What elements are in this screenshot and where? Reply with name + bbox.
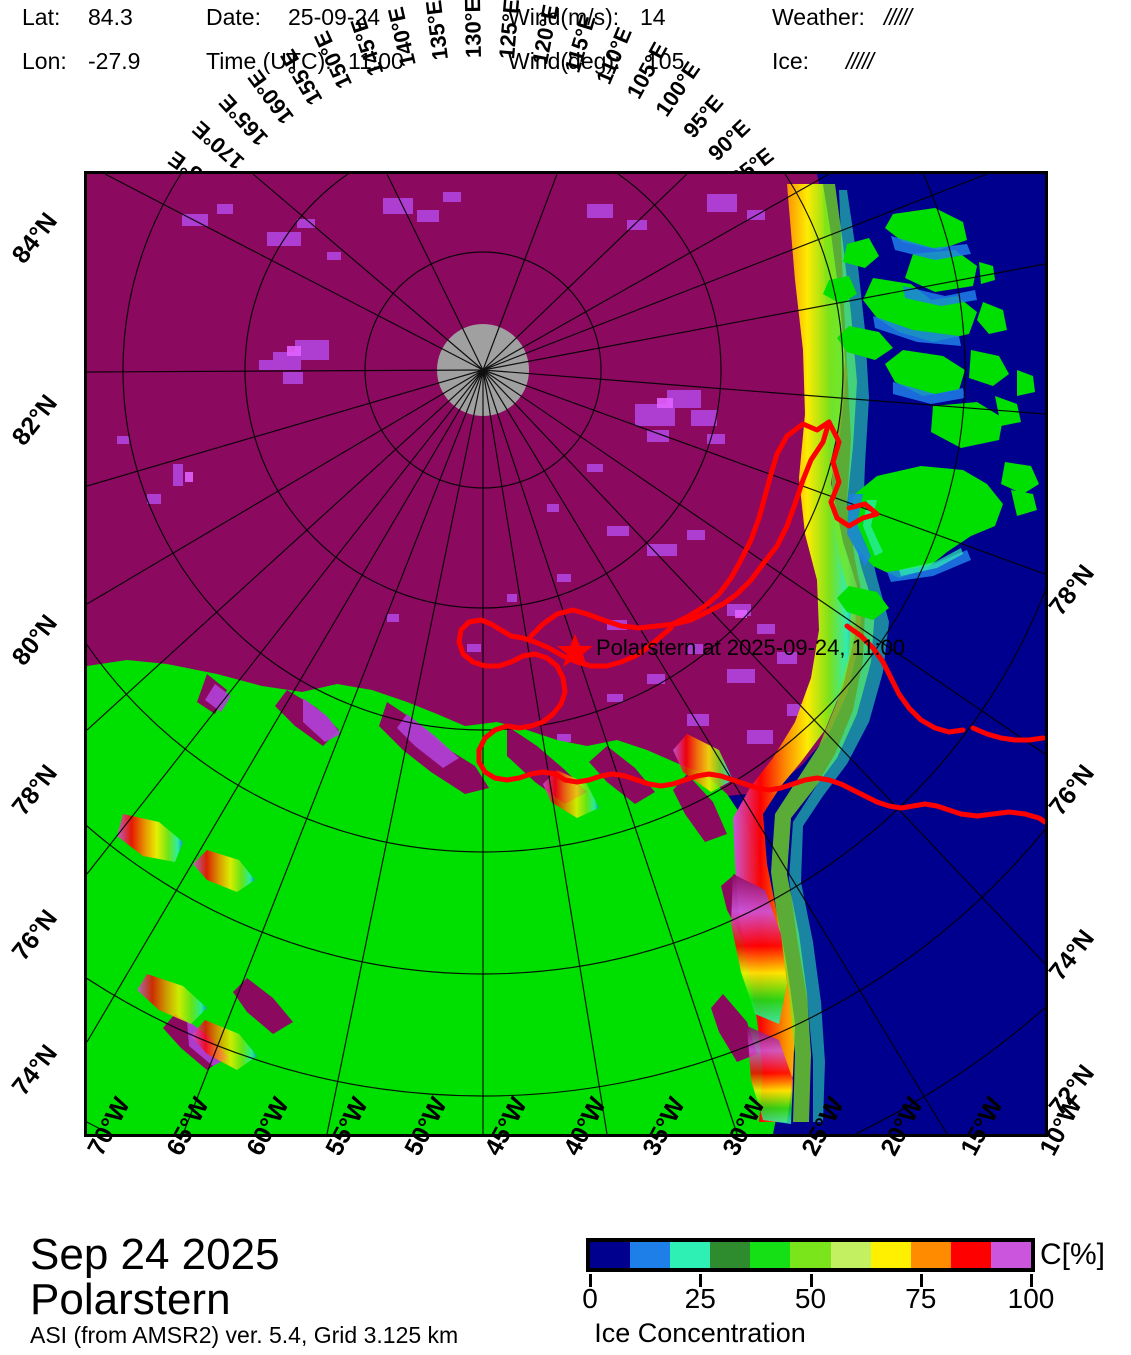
lat-label-left-76N: 76°N: [6, 904, 64, 966]
lat-label-left-78N: 78°N: [6, 759, 64, 821]
source-line: ASI (from AMSR2) ver. 5.4, Grid 3.125 km: [30, 1322, 459, 1348]
weather-label: Weather:: [772, 4, 865, 30]
ice-edge-low-conc: [789, 190, 889, 1122]
pack-ice-region: [87, 174, 862, 846]
arc-lon-label-130E: 130°E: [460, 0, 487, 59]
lat-label: Lat:: [22, 4, 61, 30]
colorbar-swatch-6: [830, 1242, 871, 1268]
colorbar-swatch-1: [630, 1242, 671, 1268]
wind-ms-label: Wind(m/s):: [508, 4, 620, 30]
wind-deg-label: Wind(deg):: [508, 48, 621, 74]
wind-ms-value: 14: [640, 4, 666, 30]
time-utc-label: Time (UTC):: [206, 48, 332, 74]
polarstern-track: [456, 419, 1045, 825]
date-value: 25-09-24: [288, 4, 381, 30]
wind-deg-value: 105: [646, 48, 685, 74]
miz-south-patches: [117, 734, 793, 1124]
ice-edge-strip: [771, 184, 875, 1122]
date-title: Sep 24 2025: [30, 1230, 280, 1279]
lon-value: -27.9: [88, 48, 141, 74]
colorbar-swatches: [586, 1238, 1035, 1272]
lat-label-right-74N: 74°N: [1043, 924, 1101, 986]
colorbar-tick-label-100: 100: [1007, 1283, 1055, 1314]
colorbar-caption: Ice Concentration: [594, 1318, 806, 1348]
colorbar-swatch-9: [950, 1242, 991, 1268]
colorbar-tick-label-50: 50: [794, 1283, 827, 1314]
time-utc-value: 11:00: [348, 48, 404, 74]
lat-label-left-74N: 74°N: [6, 1039, 64, 1101]
colorbar-tick-label-75: 75: [905, 1283, 937, 1314]
colorbar-swatch-8: [910, 1242, 951, 1268]
marginal-ice-zone-east: [733, 184, 857, 1122]
colorbar-swatch-0: [590, 1242, 631, 1268]
date-label: Date:: [206, 4, 261, 30]
header-info-panel: Lat: 84.3 Date: 25-09-24 Wind(m/s): 14 W…: [0, 0, 1131, 80]
lat-label-right-76N: 76°N: [1043, 759, 1101, 821]
ship-position-annotation: Polarstern at 2025-09-24, 11:00: [596, 635, 906, 660]
colorbar-swatch-10: [990, 1242, 1032, 1268]
lat-label-left-82N: 82°N: [6, 389, 64, 451]
colorbar-swatch-2: [670, 1242, 711, 1268]
lat-label-left-84N: 84°N: [6, 207, 64, 269]
colorbar-tick-0: [589, 1274, 592, 1287]
arc-lon-label-125E: 125°E: [494, 0, 525, 61]
lat-label-right-78N: 78°N: [1043, 559, 1101, 621]
ice-label: Ice:: [772, 48, 810, 74]
colorbar-tick-25: [699, 1274, 703, 1287]
ice-value: /////: [846, 48, 874, 74]
colorbar-unit-label: C[%]: [1040, 1238, 1106, 1271]
colorbar-tick-100: [1030, 1274, 1033, 1287]
colorbar-tick-label-0: 0: [582, 1283, 598, 1314]
lon-label: Lon:: [22, 48, 67, 74]
colorbar[interactable]: [586, 1238, 1035, 1272]
lat-label-left-80N: 80°N: [6, 609, 64, 671]
colorbar-swatch-3: [710, 1242, 751, 1268]
sea-ice-map[interactable]: Polarstern at 2025-09-24, 11:00: [84, 171, 1048, 1137]
colorbar-swatch-4: [750, 1242, 791, 1268]
colorbar-swatch-5: [790, 1242, 831, 1268]
ship-title: Polarstern: [30, 1275, 231, 1324]
colorbar-tick-label-25: 25: [684, 1283, 716, 1314]
lat-value: 84.3: [88, 4, 133, 30]
colorbar-swatch-7: [870, 1242, 911, 1268]
ship-position-marker: [557, 634, 593, 667]
colorbar-tick-75: [919, 1274, 923, 1287]
graticule-lines: [87, 174, 1045, 1134]
ice-speckle-light: [185, 346, 747, 618]
sea-ice-concentration-raster: [87, 174, 1045, 1134]
colorbar-tick-50: [809, 1274, 813, 1287]
weather-value: /////: [884, 4, 912, 30]
